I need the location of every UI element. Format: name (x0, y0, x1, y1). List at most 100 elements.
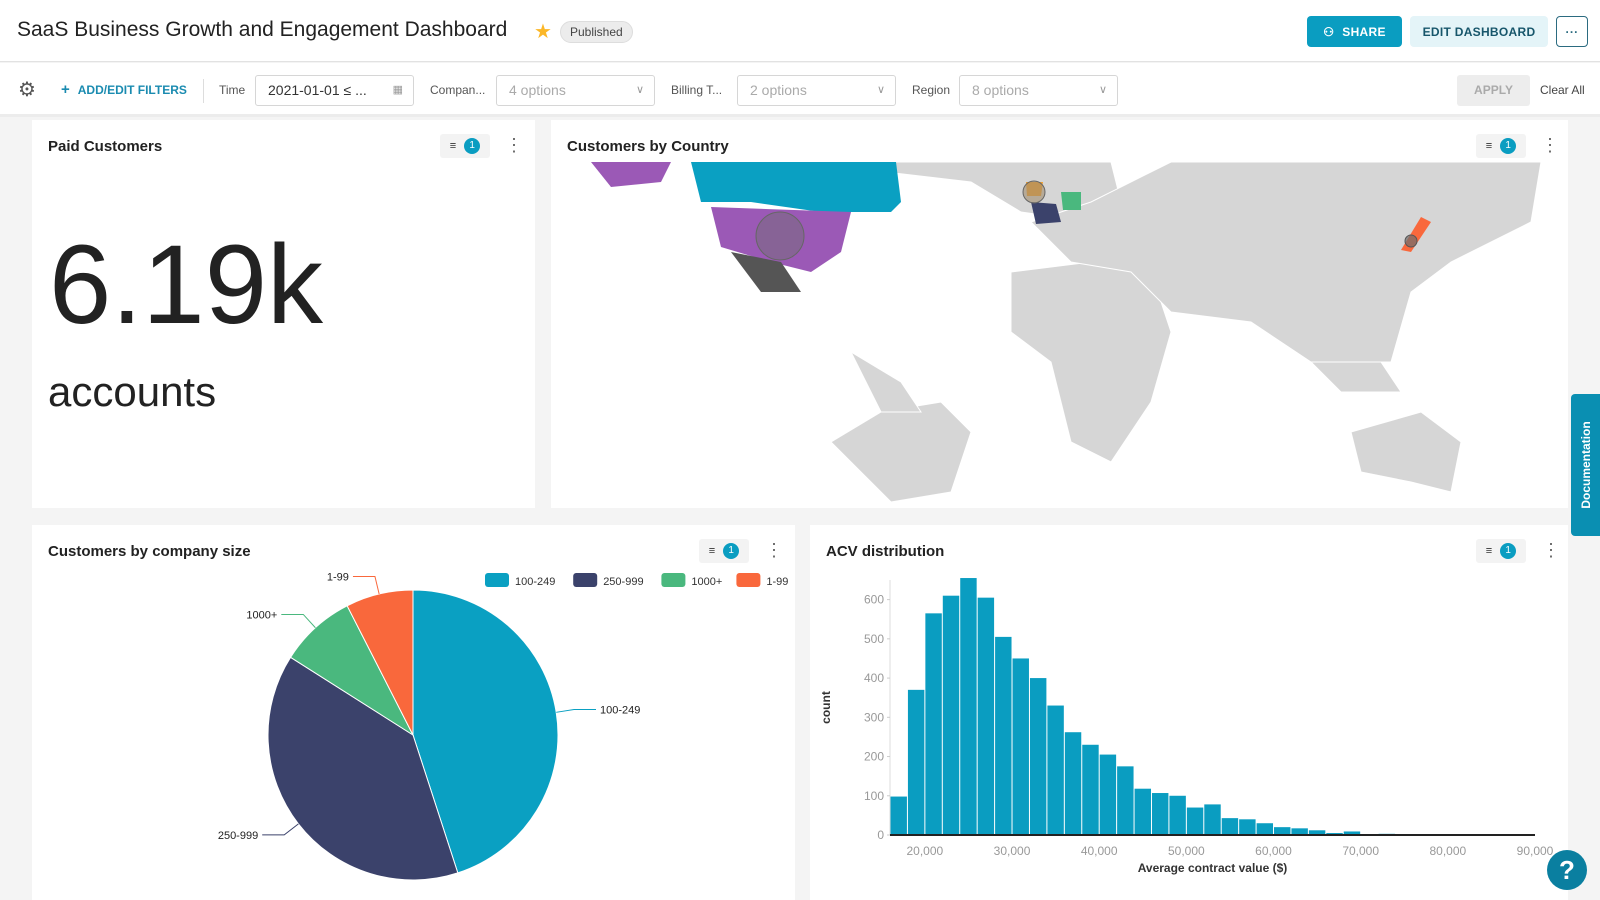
legend-label-1000+[interactable]: 1000+ (691, 576, 722, 588)
pie-data-label: 250-999 (218, 830, 258, 842)
bubble-japan[interactable] (1404, 234, 1418, 248)
pie-slice-1-99[interactable] (346, 589, 414, 736)
canada[interactable] (691, 162, 901, 212)
histogram-bar[interactable] (1047, 705, 1064, 835)
big-number: 6.19k (49, 222, 323, 347)
dashboard-header: SaaS Business Growth and Engagement Dash… (0, 0, 1600, 62)
clear-all-button[interactable]: Clear All (1540, 83, 1585, 97)
billing-select[interactable]: 2 options ∨ (737, 75, 896, 106)
billing-label: Billing T... (671, 83, 723, 97)
filter-indicator[interactable]: ≡ 1 (699, 539, 749, 563)
add-edit-filters-button[interactable]: + ADD/EDIT FILTERS (61, 75, 187, 105)
histogram-bar[interactable] (1117, 766, 1134, 835)
legend-label-1-99[interactable]: 1-99 (766, 576, 788, 588)
apply-button[interactable]: APPLY (1457, 75, 1530, 106)
legend-swatch-1000+[interactable] (661, 573, 686, 587)
histogram-bar[interactable] (907, 689, 925, 835)
more-options-button[interactable]: ··· (1556, 16, 1588, 47)
south-america (830, 401, 972, 502)
histogram-bar[interactable] (960, 578, 977, 835)
kebab-menu-icon[interactable]: ⋮ (505, 135, 523, 155)
histogram-bar[interactable] (1099, 754, 1117, 835)
edit-dashboard-button[interactable]: EDIT DASHBOARD (1410, 16, 1548, 47)
africa (1010, 261, 1172, 463)
bubble-us[interactable] (755, 211, 805, 261)
histogram-bar[interactable] (890, 796, 907, 835)
company-select[interactable]: 4 options ∨ (496, 75, 655, 106)
card-title: Paid Customers (48, 138, 163, 155)
legend-label-100-249[interactable]: 100-249 (515, 576, 555, 588)
dashboard-title: SaaS Business Growth and Engagement Dash… (17, 18, 508, 41)
histogram: 0 100 200 300 400 500 600 20,000 30,000 40,000 50,… (819, 578, 1554, 875)
mexico[interactable] (731, 252, 801, 292)
filter-indicator[interactable]: ≡ 1 (1476, 134, 1526, 158)
histogram-bar[interactable] (942, 595, 960, 835)
kebab-menu-icon[interactable]: ⋮ (765, 540, 783, 560)
histogram-bar[interactable] (1082, 744, 1099, 835)
time-range-input[interactable]: 2021-01-01 ≤ ... ▦ (255, 75, 414, 106)
histogram-bar[interactable] (1274, 827, 1291, 835)
germany[interactable] (1061, 192, 1081, 210)
chevron-down-icon: ∨ (876, 84, 885, 96)
histogram-bar[interactable] (1291, 828, 1308, 835)
histogram-bar[interactable] (1308, 830, 1326, 835)
favorite-star-icon[interactable]: ★ (534, 21, 552, 43)
billing-value: 2 options (750, 82, 807, 98)
plus-icon: + (61, 81, 70, 98)
x-tick-label: 50,000 (1168, 844, 1205, 858)
united-states[interactable] (711, 207, 851, 272)
histogram-bar[interactable] (1029, 678, 1047, 835)
filter-count: 1 (1500, 543, 1517, 559)
filter-indicator[interactable]: ≡ 1 (440, 134, 490, 158)
y-tick-label: 400 (864, 671, 884, 685)
histogram-bar[interactable] (1012, 658, 1029, 835)
histogram-bar[interactable] (977, 597, 995, 835)
divider (203, 79, 204, 103)
pie-data-label: 1000+ (246, 609, 277, 621)
y-tick-label: 300 (864, 710, 884, 724)
histogram-bar[interactable] (1169, 795, 1186, 835)
histogram-bar[interactable] (1221, 818, 1239, 835)
kebab-menu-icon[interactable]: ⋮ (1541, 135, 1559, 155)
histogram-bar[interactable] (1256, 823, 1274, 835)
kebab-menu-icon[interactable]: ⋮ (1542, 540, 1560, 560)
histogram-bar[interactable] (1343, 831, 1361, 835)
pie-slice-100-249[interactable] (412, 589, 559, 874)
histogram-bar[interactable] (1151, 793, 1169, 835)
histogram-bar[interactable] (1204, 804, 1221, 835)
legend-label-250-999[interactable]: 250-999 (603, 576, 643, 588)
legend-swatch-100-249[interactable] (485, 573, 509, 587)
status-badge: Published (560, 21, 633, 43)
histogram-bar[interactable] (925, 613, 942, 835)
customers-by-country-card: Customers by Country ≡ 1 ⋮ (551, 120, 1568, 508)
time-value: 2021-01-01 ≤ ... (268, 82, 367, 98)
card-title: Customers by company size (48, 543, 251, 560)
filter-indicator[interactable]: ≡ 1 (1476, 539, 1526, 563)
legend-swatch-1-99[interactable] (736, 573, 761, 587)
alaska[interactable] (591, 162, 671, 187)
histogram-bar[interactable] (1239, 819, 1256, 835)
world-map[interactable] (551, 162, 1561, 502)
pie-label-line (556, 709, 596, 713)
france[interactable] (1031, 202, 1061, 224)
acv-distribution-card: ACV distribution ≡ 1 ⋮ 0 100 200 300 400 500 60… (810, 525, 1568, 900)
y-tick-label: 0 (877, 828, 884, 842)
filter-icon: ≡ (1485, 140, 1493, 152)
histogram-bar[interactable] (1134, 788, 1151, 835)
help-button[interactable]: ? (1547, 850, 1587, 890)
histogram-bar[interactable] (1186, 807, 1204, 835)
share-button[interactable]: ⚇ SHARE (1307, 16, 1402, 47)
histogram-bar[interactable] (1064, 732, 1082, 835)
gear-icon[interactable]: ⚙ (18, 79, 36, 101)
region-value: 8 options (972, 82, 1029, 98)
filter-bar: ⚙ + ADD/EDIT FILTERS Time 2021-01-01 ≤ ..… (0, 63, 1600, 117)
documentation-tab[interactable]: Documentation (1571, 394, 1600, 536)
histogram-bar[interactable] (995, 636, 1012, 835)
share-icon: ⚇ (1323, 24, 1335, 39)
x-tick-label: 40,000 (1081, 844, 1118, 858)
region-select[interactable]: 8 options ∨ (959, 75, 1118, 106)
bubble-uk[interactable] (1022, 180, 1046, 204)
x-tick-label: 80,000 (1429, 844, 1466, 858)
legend-swatch-250-999[interactable] (573, 573, 598, 587)
time-label: Time (219, 83, 246, 97)
